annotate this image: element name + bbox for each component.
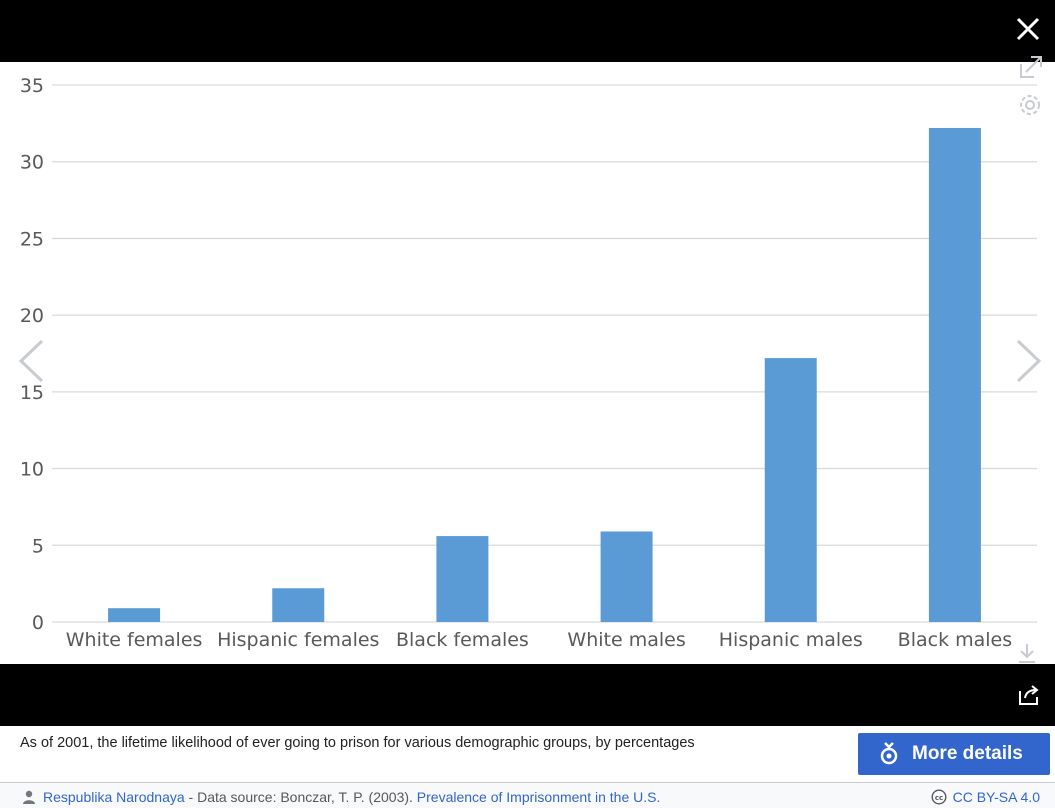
viewer-bottom-band: [0, 664, 1055, 726]
y-tick-label: 5: [32, 535, 44, 557]
more-details-label: More details: [912, 743, 1023, 764]
y-tick-label: 10: [20, 459, 44, 481]
author-credit: Respublika Narodnaya - Data source: Bonc…: [22, 789, 660, 805]
expand-icon[interactable]: [1018, 54, 1044, 80]
x-tick-label: Hispanic females: [217, 629, 379, 651]
y-tick-label: 20: [20, 305, 44, 327]
credit-bar: Respublika Narodnaya - Data source: Bonc…: [0, 782, 1055, 808]
bar-black-females: [436, 536, 489, 622]
user-icon: [23, 790, 35, 804]
author-link[interactable]: Respublika Narodnaya: [43, 789, 185, 805]
bar-hispanic-females: [272, 588, 325, 622]
bar-hispanic-males: [764, 358, 817, 622]
svg-text:cc: cc: [934, 794, 942, 802]
y-tick-label: 35: [20, 75, 44, 97]
bar-white-females: [108, 608, 161, 622]
commons-logo-icon: [880, 742, 898, 765]
x-tick-label: Black males: [898, 629, 1012, 651]
bar-white-males: [600, 531, 653, 622]
x-tick-label: Black females: [396, 629, 529, 651]
chevron-left-icon[interactable]: [16, 338, 46, 384]
y-tick-label: 25: [20, 228, 44, 250]
cc-license-icon: cc: [931, 789, 947, 805]
more-details-button[interactable]: More details: [858, 733, 1050, 775]
source-text: - Data source: Bonczar, T. P. (2003).: [184, 789, 417, 805]
y-tick-label: 15: [20, 382, 44, 404]
license-link[interactable]: CC BY-SA 4.0: [952, 789, 1040, 805]
bar-black-males: [928, 127, 981, 623]
download-icon[interactable]: [1015, 642, 1039, 664]
caption-bar: As of 2001, the lifetime likelihood of e…: [0, 726, 1055, 782]
chevron-right-icon[interactable]: [1014, 338, 1044, 384]
license-credit: cc CC BY-SA 4.0: [931, 789, 1040, 805]
viewer-top-bar: [0, 0, 1055, 62]
x-tick-label: White females: [66, 629, 203, 651]
x-tick-label: White males: [567, 629, 685, 651]
y-tick-label: 30: [20, 152, 44, 174]
close-icon[interactable]: [1013, 14, 1043, 44]
bar-chart: 0 5 10 15 20 25 30 35 White females Hispanic fem…: [20, 75, 1037, 651]
source-link[interactable]: Prevalence of Imprisonment in the U.S.: [416, 789, 661, 805]
image-caption: As of 2001, the lifetime likelihood of e…: [20, 735, 695, 751]
y-tick-label: 0: [32, 612, 44, 634]
share-icon[interactable]: [1017, 683, 1041, 707]
gear-icon[interactable]: [1017, 92, 1043, 118]
x-tick-label: Hispanic males: [719, 629, 863, 651]
chart-area: 0 5 10 15 20 25 30 35 White females Hispanic fem…: [0, 56, 1055, 664]
